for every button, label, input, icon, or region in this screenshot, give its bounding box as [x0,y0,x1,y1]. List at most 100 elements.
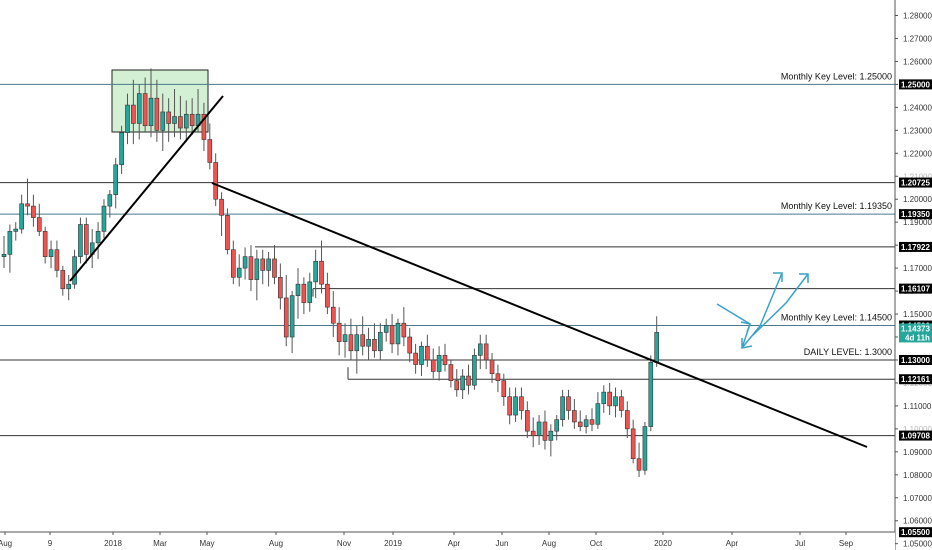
price-tick-label: 1.10000 [903,425,932,434]
bullish-candle [548,430,554,441]
bullish-candle [560,396,565,420]
bearish-candle [589,419,595,425]
bearish-candle [25,203,30,207]
bullish-candle [378,332,383,352]
bearish-candle [401,322,407,338]
time-tick-label: Jul [795,539,805,548]
bullish-candle [236,267,242,278]
time-tick-label: Apr [448,539,461,548]
price-tag-label: 1.05500 [901,528,930,537]
time-tick-label: Aug [542,539,556,548]
price-tick-label: 1.22000 [903,149,932,158]
bearish-candle [519,396,524,411]
bearish-candle [507,396,512,416]
bullish-candle [125,104,130,133]
bearish-candle [636,458,642,471]
price-tag-label: 1.20725 [901,179,930,188]
bearish-candle [260,258,266,271]
bullish-candle [354,334,360,352]
bearish-candle [142,93,148,127]
bullish-candle [460,375,465,391]
price-tick-label: 1.21000 [903,172,932,181]
descending-trendline [211,182,868,448]
countdown-label: 4d 11h [905,333,930,342]
bullish-candle [254,258,260,280]
bearish-candle [42,231,48,257]
bullish-candle [266,258,271,271]
price-tick-label: 1.09000 [903,448,932,457]
bearish-candle [348,334,354,352]
arrow-head [741,338,753,349]
price-tick-label: 1.15000 [903,310,932,319]
bearish-candle [201,113,207,140]
bearish-candle [207,139,213,163]
bearish-candle [425,345,430,361]
bearish-candle [525,410,530,432]
bullish-candle [160,111,166,131]
bullish-candle [313,260,318,283]
bullish-candle [101,205,107,232]
bearish-candle [330,306,336,324]
bearish-candle [213,162,218,200]
bullish-candle [242,256,248,269]
projection-path-up-2 [751,273,809,337]
bearish-candle [231,249,236,278]
candles [1,68,659,478]
bearish-candle [189,113,195,127]
time-tick-label: Jun [496,539,509,548]
bearish-candle [430,359,436,372]
bearish-candle [278,276,283,299]
price-tag [899,354,932,365]
bearish-candle [301,283,307,303]
bearish-candle [36,217,42,232]
time-tick-label: 9 [48,539,53,548]
current-price-label: 1.14373 [901,324,930,333]
bearish-candle [483,343,489,361]
bearish-candle [60,270,66,290]
bearish-candle [360,334,365,347]
bullish-candle [366,339,371,347]
price-tag-label: 1.13000 [901,356,930,365]
bearish-candle [454,380,460,391]
bullish-candle [95,231,101,244]
bullish-candle [72,256,77,285]
price-tick-label: 1.28000 [903,12,932,21]
price-tag-label: 1.12161 [901,375,930,384]
bullish-candle [395,322,401,345]
price-tag-label: 1.19350 [901,210,930,219]
current-price-tag [899,323,932,343]
bearish-candle [166,111,171,124]
bearish-candle [84,224,89,255]
bullish-candle [472,355,477,386]
price-axis: 1.28000 1.27000 1.26000 1.25000 1.24000 1.230… [894,0,932,550]
bearish-candle [31,205,36,218]
time-tick-label: Nov [337,539,351,548]
bearish-candle [630,428,636,460]
bearish-candle [54,249,60,271]
time-tick-label: Sep [839,539,854,548]
price-tick-label: 1.05000 [903,540,932,549]
time-tick-label: Aug [0,539,12,548]
bullish-candle [172,116,177,124]
bullish-candle [642,426,648,471]
bearish-candle [619,396,624,411]
time-tick-label: Mar [153,539,167,548]
bullish-candle [295,283,301,296]
time-axis: Aug 9 2018 Mar May Aug Nov 2019 Apr Jun Aug Oct 2020… [0,531,895,550]
price-tick-label: 1.26000 [903,57,932,66]
bearish-candle [442,355,448,365]
ascending-trendline [69,95,224,282]
bearish-candle [489,359,495,375]
bearish-candle [530,430,536,437]
arrow-head [773,272,783,282]
drawings [69,95,868,448]
price-tick-label: 1.08000 [903,471,932,480]
bullish-candle [342,334,348,342]
bearish-candle [178,116,183,129]
bearish-candle [325,283,330,308]
bearish-candle [501,380,507,398]
bullish-candle [307,281,313,303]
price-tag [899,177,932,188]
bearish-candle [131,104,136,124]
bearish-candle [389,325,395,345]
